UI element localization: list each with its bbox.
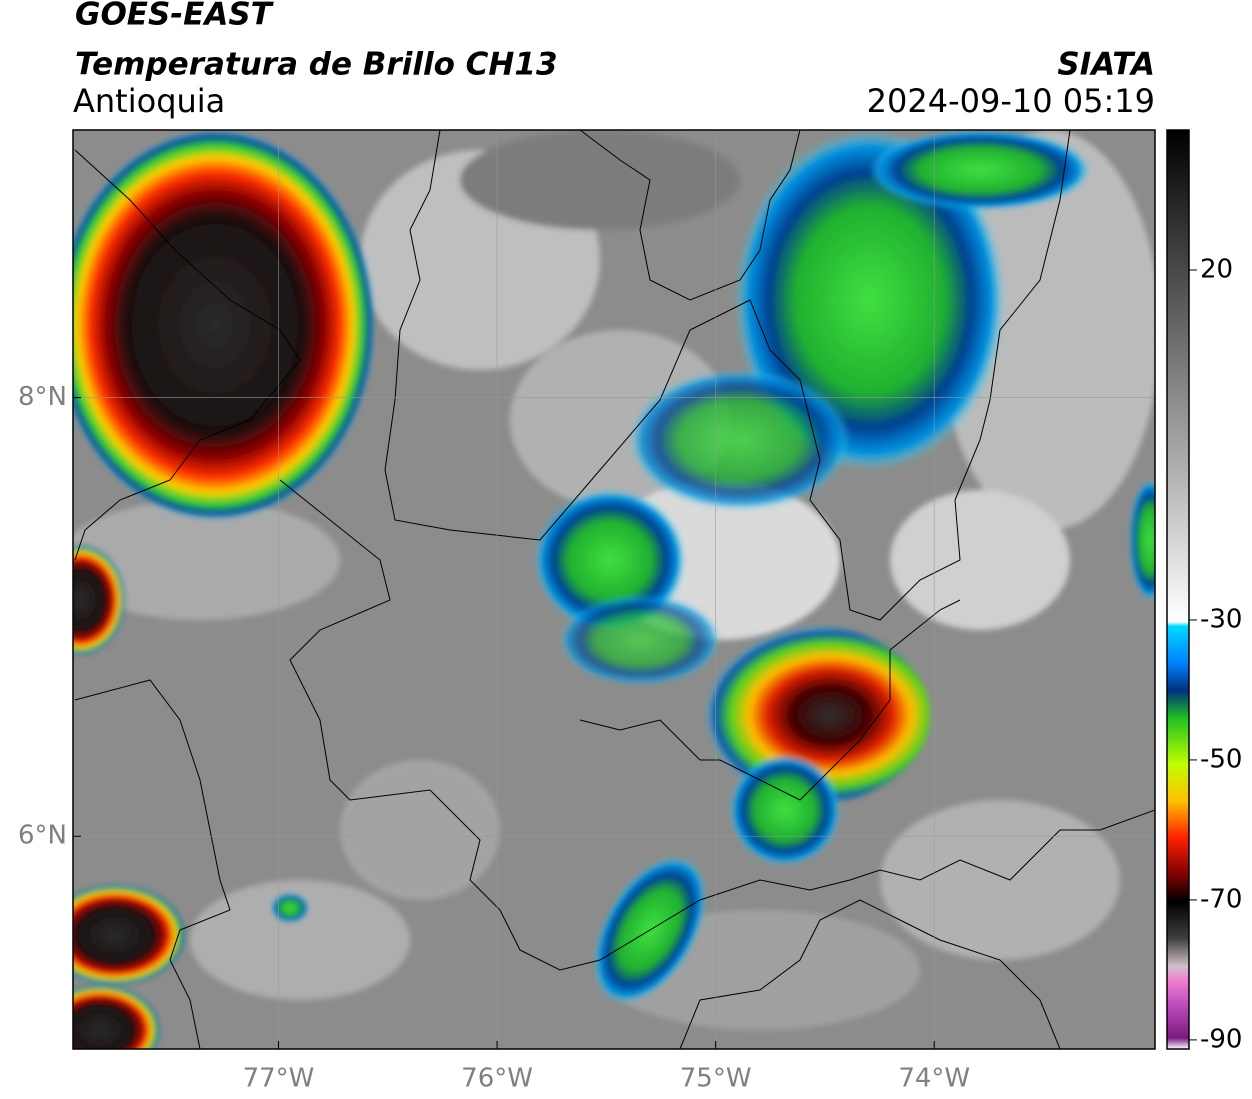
imagery xyxy=(73,130,1155,1049)
title: GOES-EAST xyxy=(75,0,275,33)
colorbar-tick-label: -70 xyxy=(1200,884,1242,914)
datetime: 2024-09-10 05:19 xyxy=(867,82,1155,120)
map-frame xyxy=(72,129,1156,1050)
x-tick-label: 75°W xyxy=(680,1064,752,1094)
y-tick-label: 8°N xyxy=(18,382,67,412)
y-tick-label: 6°N xyxy=(18,821,67,851)
region: Antioquia xyxy=(73,82,225,120)
x-tick-label: 77°W xyxy=(243,1064,315,1094)
source: SIATA xyxy=(1057,47,1155,83)
colorbar-tick-label: -30 xyxy=(1200,604,1242,634)
colorbar-tick-label: 20 xyxy=(1200,254,1233,284)
colorbar xyxy=(1166,129,1190,1050)
colorbar-tick-label: -50 xyxy=(1200,744,1242,774)
boundaries xyxy=(74,130,1155,1049)
grid xyxy=(73,130,1155,1049)
x-tick-label: 76°W xyxy=(461,1064,533,1094)
subtitle: Temperatura de Brillo CH13 xyxy=(75,47,558,83)
colorbar-tick-label: -90 xyxy=(1200,1024,1242,1054)
x-tick-label: 74°W xyxy=(898,1064,970,1094)
